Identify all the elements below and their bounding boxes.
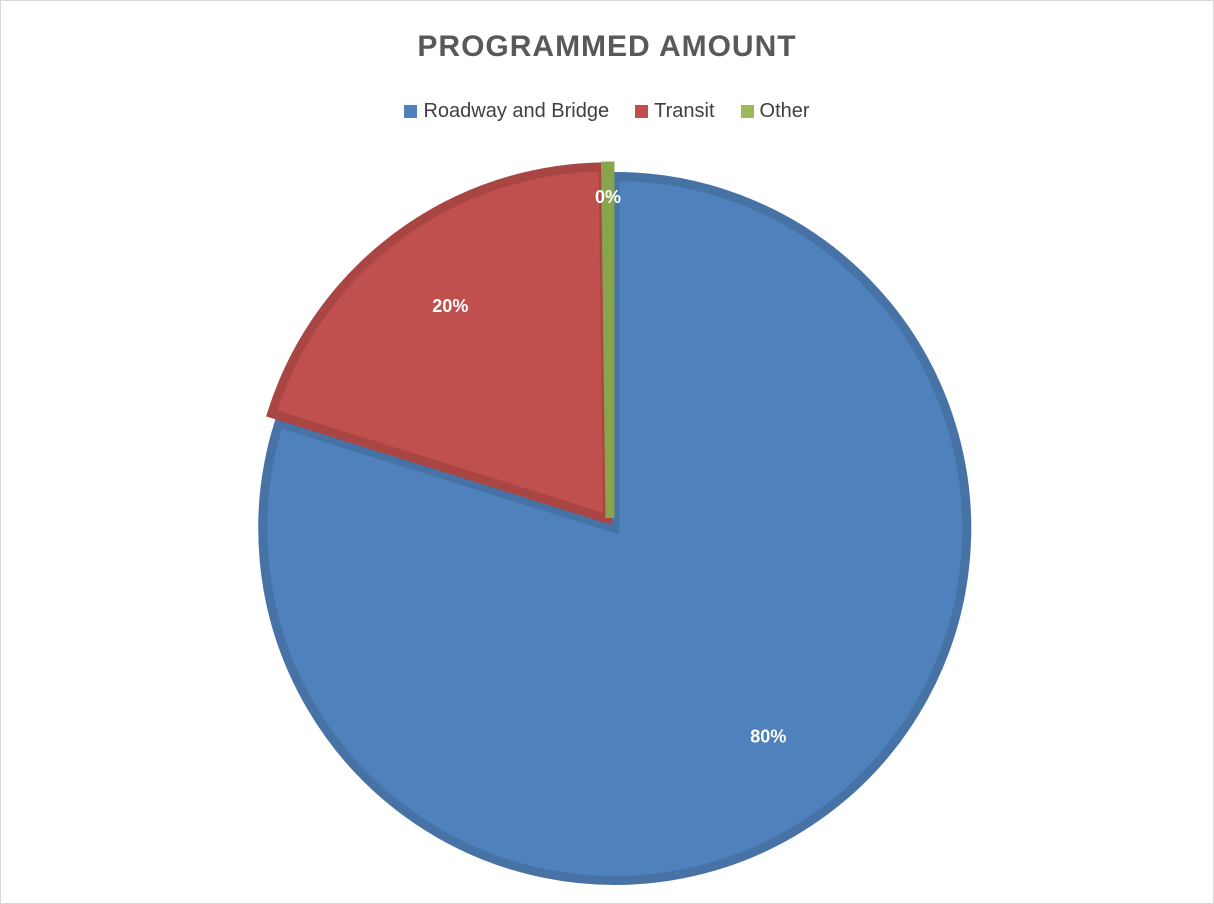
pie-slice-other <box>601 161 615 519</box>
legend-swatch-other <box>740 105 754 118</box>
legend: Roadway and Bridge Transit Other <box>0 100 1214 123</box>
data-label-transit: 20% <box>432 296 468 316</box>
pie-slice-roadway <box>258 171 972 885</box>
legend-swatch-roadway <box>404 105 418 118</box>
legend-item-transit: Transit <box>635 100 715 123</box>
data-label-other: 0% <box>595 187 621 207</box>
legend-label-other: Other <box>759 100 810 122</box>
legend-swatch-transit <box>635 105 649 118</box>
pie-slice-transit <box>266 162 613 525</box>
chart-title: PROGRAMMED AMOUNT <box>417 30 797 63</box>
legend-label-transit: Transit <box>654 100 715 122</box>
data-label-roadway: 80% <box>750 726 786 746</box>
legend-item-other: Other <box>740 100 810 123</box>
legend-item-roadway: Roadway and Bridge <box>404 100 609 123</box>
legend-label-roadway: Roadway and Bridge <box>423 100 610 122</box>
